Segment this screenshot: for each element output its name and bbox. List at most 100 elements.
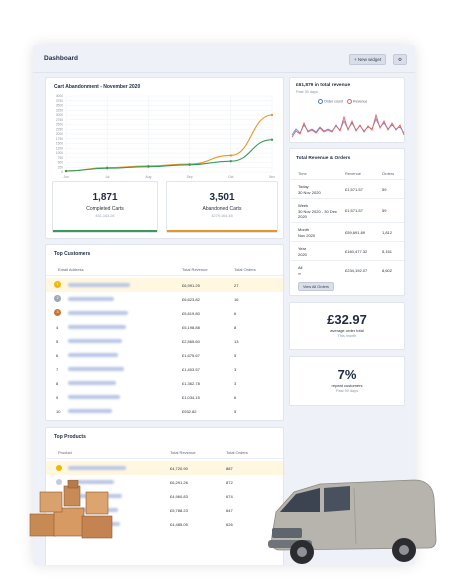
total-revenue-title: Total Revenue & Orders	[296, 156, 351, 161]
box-shape	[67, 480, 79, 489]
cart-abandonment-card: Cart Abandonment - November 2020 0 250 500…	[45, 77, 284, 239]
customer-orders: 5	[234, 353, 237, 358]
customer-orders: 3	[234, 367, 237, 372]
customer-revenue: £5,619.80	[182, 311, 200, 316]
totals-revenue-1: £1,571.57	[345, 208, 363, 213]
rank-number: 5	[56, 339, 59, 344]
customers-col-revenue: Total Revenue	[182, 267, 208, 272]
rank-number: 8	[56, 381, 59, 386]
totals-time-4: All	[298, 265, 303, 270]
cardboard-boxes-illustration	[29, 480, 113, 539]
data-point[interactable]	[270, 138, 274, 141]
customers-col-email: Email Address	[58, 267, 84, 272]
y-tick-label: 3000	[56, 113, 63, 117]
table-row[interactable]: 1 £6,991.25 27	[46, 278, 283, 292]
top-bar: Dashboard + New widget ⚙	[33, 45, 415, 73]
revenue-legend-label: Revenue	[352, 99, 368, 104]
customer-orders: 3	[234, 381, 237, 386]
totals-time-3: Year	[298, 246, 307, 251]
customer-orders: 8	[234, 325, 237, 330]
average-order-sub: This month	[337, 334, 357, 338]
box-shape	[85, 491, 109, 515]
data-point[interactable]	[147, 165, 150, 168]
table-row[interactable]: £6,291.26 872	[46, 475, 283, 489]
customer-email-blurred	[68, 325, 126, 329]
y-tick-label: 0	[61, 170, 63, 174]
revenue-mini-legend: Order count Revenue	[318, 99, 367, 104]
table-row[interactable]: 8 £1,362.78 3	[46, 376, 283, 390]
data-point[interactable]	[229, 159, 232, 163]
y-tick-label: 3250	[56, 108, 63, 112]
data-point[interactable]	[188, 163, 191, 166]
product-rank-icon	[56, 479, 62, 485]
rank-number: 9	[56, 395, 59, 400]
customer-orders: 16	[234, 297, 239, 302]
completed-carts-stat: 1,871 Completed Carts £61,163.26	[52, 181, 158, 233]
view-all-orders-button[interactable]: View All Orders	[298, 282, 334, 291]
cart-abandonment-chart: 0250500750100012501500175020002250250027…	[56, 94, 275, 179]
customer-revenue: £932.82	[182, 409, 197, 414]
product-orders: 674	[226, 494, 233, 499]
revenue-mini-sub: Past 30 days	[296, 90, 318, 94]
van-front-hub	[297, 547, 307, 557]
col-orders: Orders	[382, 171, 395, 176]
table-row[interactable]: 3 £5,619.80 6	[46, 306, 283, 320]
rank-number: 6	[56, 353, 59, 358]
product-name-blurred	[68, 480, 114, 484]
van-door-line	[353, 487, 357, 545]
y-tick-label: 2000	[56, 132, 63, 136]
delivery-van-illustration	[268, 479, 437, 564]
y-tick-label: 1500	[56, 142, 63, 146]
totals-orders-4: 8,602	[382, 268, 393, 273]
order-count-legend-icon	[318, 99, 323, 104]
settings-gear-button[interactable]: ⚙	[393, 54, 408, 65]
totals-revenue-0: £1,571.57	[345, 187, 363, 192]
table-row[interactable]: 5 £2,565.60 13	[46, 334, 283, 348]
x-tick-label: Aug	[145, 175, 151, 179]
customer-revenue: £2,565.60	[182, 339, 200, 344]
product-name-blurred	[68, 466, 126, 470]
customer-email-blurred	[68, 409, 112, 413]
completed-carts-bar	[53, 230, 157, 232]
box-shape	[81, 515, 113, 539]
table-row[interactable]: 4 £5,198.88 8	[46, 320, 283, 334]
new-widget-button[interactable]: + New widget	[349, 54, 387, 65]
cart-abandonment-title: Cart Abandonment - November 2020	[54, 84, 141, 90]
order-count-line	[291, 117, 405, 136]
customer-revenue: £1,403.57	[182, 367, 200, 372]
customer-email-blurred	[68, 367, 124, 371]
x-tick-label: Nov	[269, 175, 275, 179]
totals-time-2: Month	[298, 227, 310, 232]
table-row[interactable]: 6 £1,675.67 5	[46, 348, 283, 362]
data-point[interactable]	[229, 154, 232, 157]
product-revenue: £6,291.26	[170, 480, 188, 485]
data-point[interactable]	[64, 169, 68, 173]
customer-orders: 6	[234, 311, 237, 316]
totals-date-0: 30 Nov 2020	[298, 190, 321, 195]
product-revenue: £5,788.23	[170, 508, 188, 513]
customer-email-blurred	[68, 283, 130, 287]
y-tick-label: 250	[58, 165, 64, 169]
repeat-customers-label: repeat customers	[331, 383, 363, 388]
table-row[interactable]: 10 £932.82 5	[46, 404, 283, 418]
totals-date-2: Nov 2020	[298, 233, 316, 238]
box-shape	[39, 491, 63, 513]
top-customers-card: Top Customers Email Address Total Revenu…	[45, 244, 284, 421]
data-point[interactable]	[106, 167, 109, 170]
table-row[interactable]: 7 £1,403.57 3	[46, 362, 283, 376]
table-row[interactable]: 9 £1,034.15 6	[46, 390, 283, 404]
average-order-card: £32.97 average order total This month	[289, 302, 405, 350]
repeat-customers-value: 7%	[337, 367, 357, 382]
revenue-mini-chart	[291, 113, 405, 138]
average-order-label: average order total	[330, 328, 364, 333]
table-row[interactable]: 2 £6,623.82 16	[46, 292, 283, 306]
box-shape	[63, 485, 81, 507]
y-tick-label: 2250	[56, 127, 63, 131]
data-point[interactable]	[270, 113, 274, 117]
series-line	[65, 139, 273, 172]
van-windshield	[280, 488, 320, 512]
customer-email-blurred	[68, 339, 122, 343]
table-row[interactable]: £4,720.90 887	[46, 461, 283, 475]
y-tick-label: 2500	[56, 123, 63, 127]
customer-email-blurred	[68, 297, 114, 301]
